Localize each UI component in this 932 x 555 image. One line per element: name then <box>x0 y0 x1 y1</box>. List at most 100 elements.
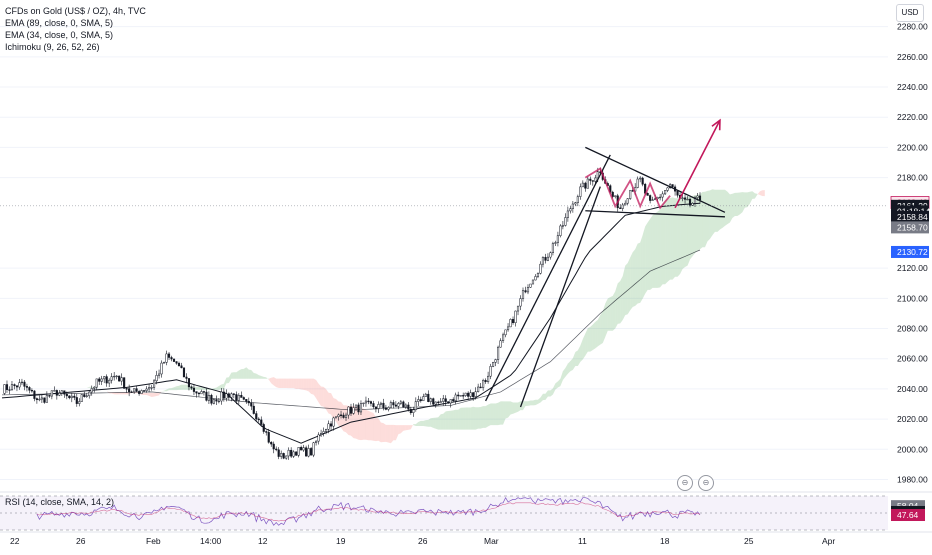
ichimoku-cloud-segment <box>655 212 657 288</box>
candle-body <box>118 376 120 381</box>
candle-body <box>689 199 691 205</box>
legend-ema34[interactable]: EMA (34, close, 0, SMA, 5) <box>5 29 146 41</box>
ichimoku-cloud-segment <box>336 399 338 426</box>
ichimoku-cloud-segment <box>448 411 450 430</box>
candle-body <box>64 391 66 394</box>
ichimoku-cloud-segment <box>605 299 607 337</box>
candle-body <box>622 205 624 209</box>
ichimoku-cloud-segment <box>398 425 400 434</box>
candle-body <box>425 394 427 396</box>
candle-body <box>405 405 407 407</box>
ichimoku-cloud-segment <box>466 407 468 429</box>
ichimoku-cloud-segment <box>496 403 498 425</box>
candle-body <box>106 377 108 383</box>
candle-body <box>218 401 220 402</box>
candle-body <box>400 402 402 404</box>
ichimoku-cloud-segment <box>476 407 478 429</box>
ichimoku-cloud-segment <box>730 194 732 223</box>
candle-body <box>253 406 255 413</box>
x-tick-label: Mar <box>484 536 499 546</box>
candle-body <box>290 450 292 456</box>
ichimoku-cloud-segment <box>628 258 630 315</box>
candle-body <box>318 435 320 441</box>
candle-body <box>236 394 238 400</box>
ichimoku-cloud-segment <box>501 401 503 424</box>
candle-body <box>148 388 150 389</box>
candle-body <box>684 198 686 199</box>
candle-body <box>328 424 330 429</box>
ichimoku-cloud-segment <box>296 379 298 389</box>
candle-body <box>649 195 651 200</box>
rsi-legend[interactable]: RSI (14, close, SMA, 14, 2) <box>5 497 114 507</box>
ichimoku-cloud-segment <box>326 389 328 413</box>
ichimoku-cloud-segment <box>625 263 627 315</box>
candle-body <box>44 398 46 403</box>
currency-button[interactable]: USD <box>896 4 924 22</box>
candle-body <box>417 400 419 402</box>
candle-body <box>557 236 559 243</box>
candle-body <box>482 380 484 387</box>
ichimoku-cloud-segment <box>506 401 508 418</box>
candle-body <box>141 391 143 394</box>
ichimoku-cloud-segment <box>640 235 642 303</box>
x-tick-label: 19 <box>336 536 346 546</box>
legend-ema89[interactable]: EMA (89, close, 0, SMA, 5) <box>5 17 146 29</box>
candle-body <box>345 415 347 417</box>
legend-ichimoku[interactable]: Ichimoku (9, 26, 52, 26) <box>5 41 146 53</box>
candle-body <box>250 403 252 406</box>
ichimoku-cloud-segment <box>321 386 323 406</box>
candle-body <box>193 388 195 391</box>
ichimoku-cloud-segment <box>406 425 408 430</box>
ichimoku-cloud-segment <box>388 425 390 443</box>
candle-body <box>14 385 16 386</box>
ichimoku-cloud-segment <box>433 418 435 429</box>
candle-body <box>268 432 270 442</box>
candle-body <box>390 402 392 407</box>
ichimoku-cloud-segment <box>478 407 480 429</box>
candle-body <box>540 264 542 273</box>
candle-body <box>502 335 504 341</box>
ichimoku-cloud-segment <box>613 291 615 330</box>
candle-body <box>270 442 272 444</box>
ichimoku-cloud-segment <box>683 197 685 269</box>
candle-body <box>273 444 275 449</box>
ichimoku-cloud-segment <box>498 401 500 425</box>
candle-body <box>565 218 567 226</box>
rsi-band <box>0 496 888 530</box>
candle-body <box>427 394 429 402</box>
ichimoku-cloud-segment <box>329 393 331 415</box>
candle-body <box>537 273 539 276</box>
ichimoku-cloud-segment <box>403 425 405 431</box>
ichimoku-cloud-segment <box>319 384 321 406</box>
candle-body <box>280 453 282 456</box>
candle-body <box>527 287 529 292</box>
candle-body <box>201 392 203 394</box>
candle-body <box>465 393 467 396</box>
ichimoku-cloud-segment <box>371 412 373 441</box>
candle-body <box>206 392 208 400</box>
candle-body <box>178 363 180 366</box>
candle-body <box>143 391 145 392</box>
ichimoku-cloud-segment <box>244 367 246 378</box>
candle-body <box>365 401 367 403</box>
candle-body <box>567 211 569 218</box>
candle-body <box>59 393 61 395</box>
ichimoku-cloud-segment <box>446 411 448 430</box>
candle-body <box>131 392 133 393</box>
ichimoku-cloud-segment <box>361 408 363 440</box>
candle-body <box>545 257 547 260</box>
candle-body <box>492 362 494 366</box>
candle-body <box>243 397 245 399</box>
candle-body <box>368 401 370 402</box>
ichimoku-cloud-segment <box>633 249 635 307</box>
alert-icon[interactable]: ⊖ <box>677 475 693 491</box>
candle-body <box>510 319 512 327</box>
candle-body <box>413 410 415 413</box>
ichimoku-cloud-segment <box>575 350 577 366</box>
candle-body <box>288 450 290 456</box>
flag-icon[interactable]: ⊖ <box>698 475 714 491</box>
candle-body <box>373 403 375 406</box>
ichimoku-cloud-segment <box>732 193 734 218</box>
